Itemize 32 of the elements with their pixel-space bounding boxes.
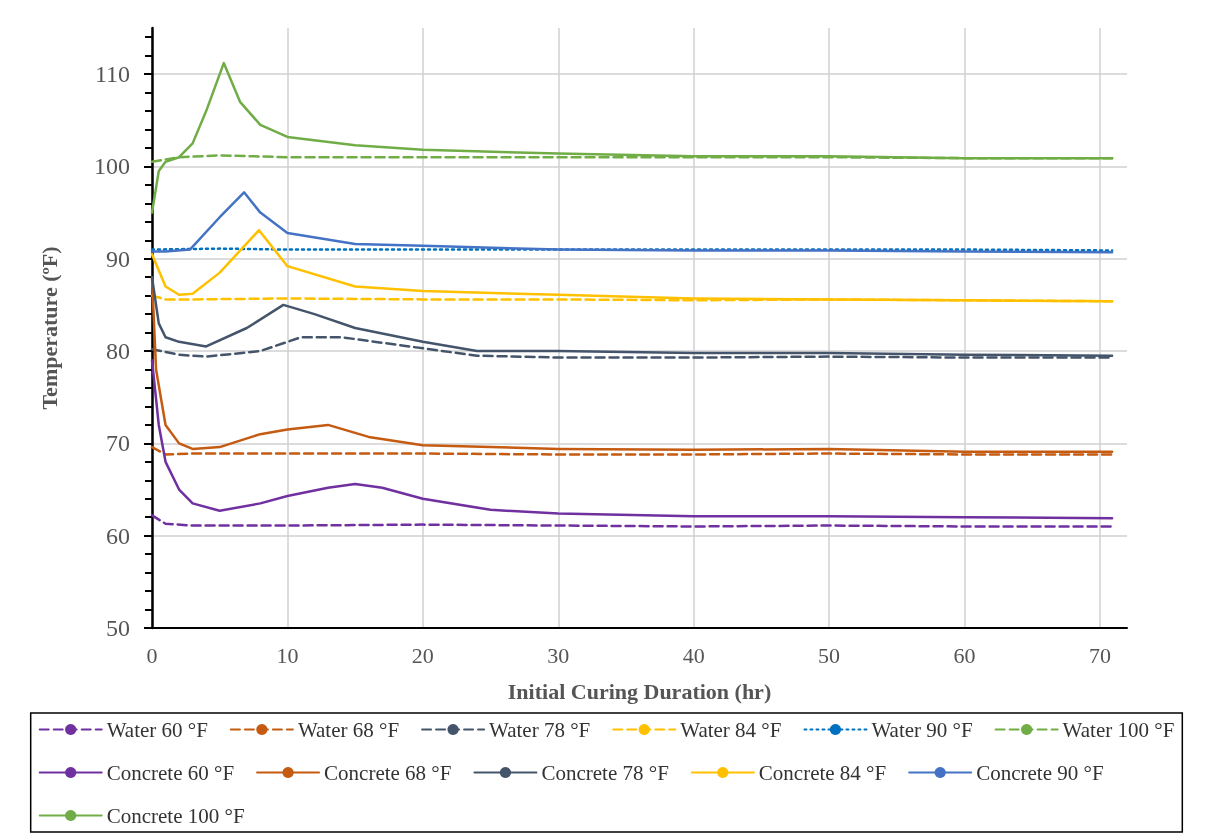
line-series	[150, 359, 1114, 520]
line-series	[150, 514, 1114, 528]
line-series	[150, 191, 1114, 254]
legend-label: Water 100 °F	[1062, 717, 1175, 742]
y-tick-label: 110	[94, 61, 130, 88]
legend-label: Water 60 °F	[106, 717, 208, 742]
legend-label: Concrete 84 °F	[758, 760, 887, 785]
y-tick-label: 70	[106, 430, 130, 457]
x-axis-title: Initial Curing Duration (hr)	[507, 678, 772, 704]
x-tick-label: 40	[682, 642, 705, 668]
y-tick-label: 90	[106, 245, 130, 272]
legend-label: Concrete 68 °F	[324, 760, 452, 785]
x-tick-label: 30	[547, 642, 570, 668]
legend-label: Concrete 100 °F	[106, 803, 245, 828]
x-tick-label: 0	[146, 642, 158, 668]
y-tick-label: 100	[94, 153, 130, 180]
x-tick-label: 70	[1088, 642, 1111, 668]
legend-label: Water 90 °F	[871, 717, 973, 742]
x-tick-label: 50	[818, 642, 841, 668]
legend-label: Concrete 78 °F	[541, 760, 669, 785]
legend-label: Water 78 °F	[489, 717, 591, 742]
y-tick-label: 80	[106, 338, 130, 365]
x-tick-label: 60	[953, 642, 976, 668]
legend-label: Water 68 °F	[297, 717, 400, 742]
y-axis-title: Temperature (ºF)	[36, 246, 62, 410]
legend-label: Concrete 90 °F	[976, 760, 1104, 785]
y-tick-label: 50	[106, 615, 130, 641]
legend-label: Water 84 °F	[680, 717, 782, 742]
legend-label: Concrete 60 °F	[106, 760, 235, 785]
x-tick-label: 20	[411, 642, 434, 668]
x-tick-label: 10	[276, 642, 299, 668]
y-tick-label: 60	[106, 522, 130, 549]
